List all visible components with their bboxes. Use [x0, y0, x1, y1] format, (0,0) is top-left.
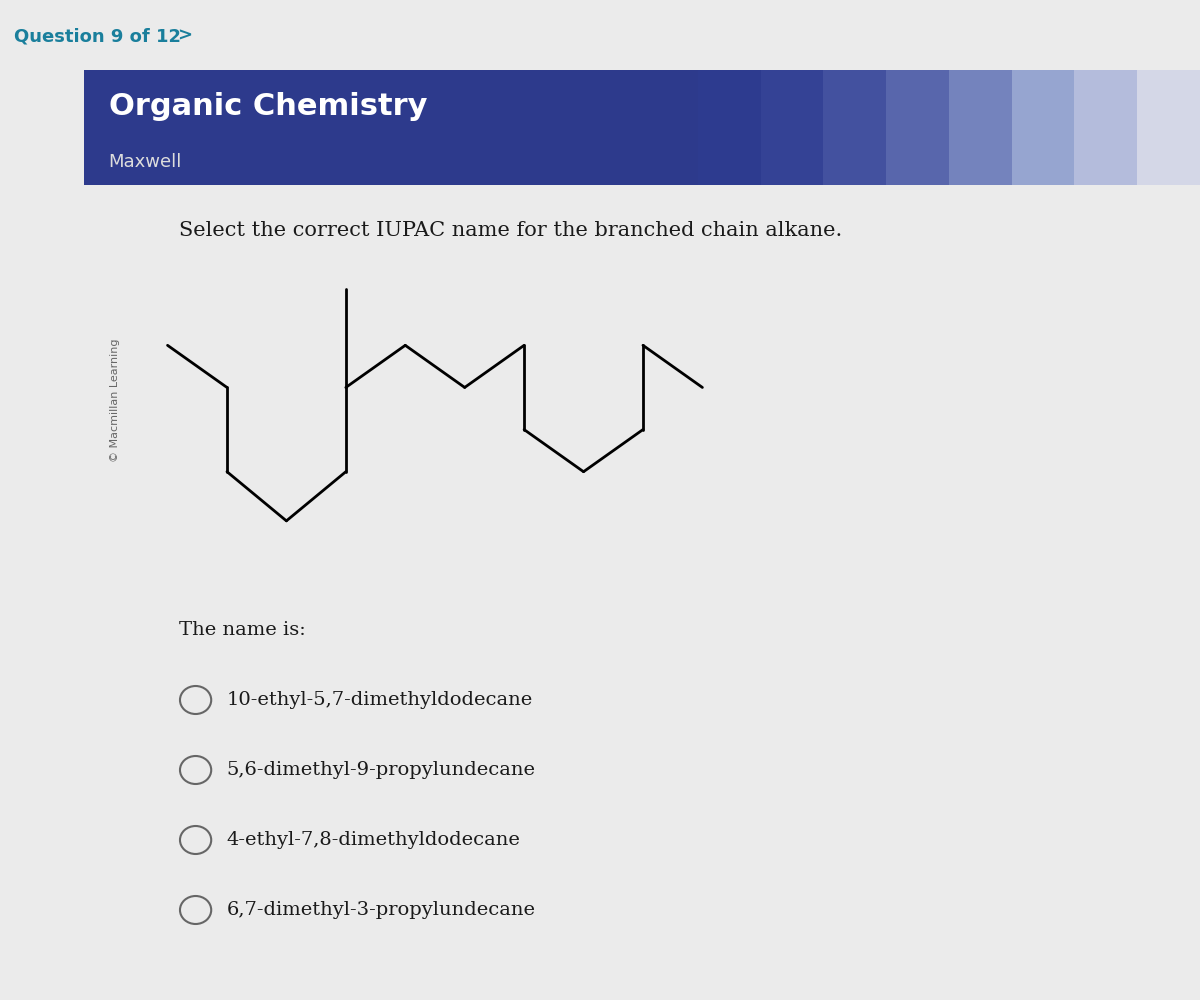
Text: Question 9 of 12: Question 9 of 12	[14, 27, 181, 45]
Text: The name is:: The name is:	[179, 621, 306, 639]
Bar	[761, 70, 823, 185]
Bar	[886, 70, 949, 185]
Text: 4-ethyl-7,8-dimethyldodecane: 4-ethyl-7,8-dimethyldodecane	[227, 831, 521, 849]
Text: Select the correct IUPAC name for the branched chain alkane.: Select the correct IUPAC name for the br…	[179, 221, 842, 239]
Text: Maxwell: Maxwell	[108, 153, 182, 171]
Bar	[823, 70, 886, 185]
Bar	[698, 70, 761, 185]
Text: 10-ethyl-5,7-dimethyldodecane: 10-ethyl-5,7-dimethyldodecane	[227, 691, 533, 709]
Bar	[1138, 70, 1200, 185]
Text: © Macmillan Learning: © Macmillan Learning	[110, 338, 120, 462]
Bar	[1074, 70, 1138, 185]
Text: 5,6-dimethyl-9-propylundecane: 5,6-dimethyl-9-propylundecane	[227, 761, 536, 779]
Text: 6,7-dimethyl-3-propylundecane: 6,7-dimethyl-3-propylundecane	[227, 901, 536, 919]
Bar	[1012, 70, 1074, 185]
Text: >: >	[178, 27, 192, 45]
Text: Organic Chemistry: Organic Chemistry	[108, 92, 427, 121]
Bar	[949, 70, 1012, 185]
